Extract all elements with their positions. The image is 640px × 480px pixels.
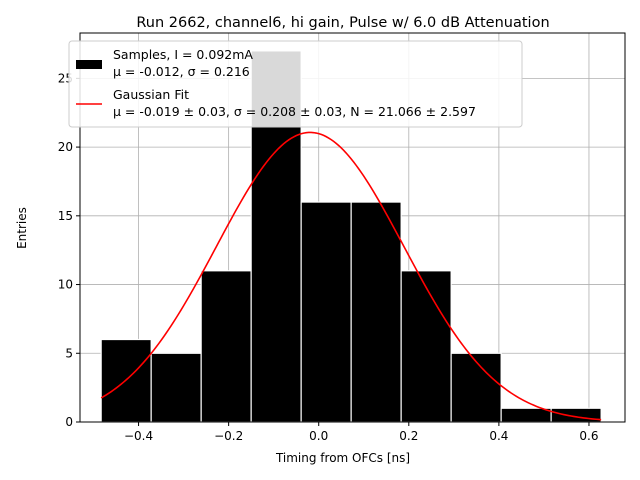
legend-box	[68, 40, 523, 128]
x-tick-label: 0.4	[489, 429, 508, 443]
histogram-bar	[450, 352, 502, 423]
histogram-bar	[500, 407, 552, 423]
y-tick-label: 0	[65, 415, 73, 429]
histogram-bar	[550, 407, 602, 423]
legend-samples-line1: Samples, I = 0.092mA	[113, 47, 253, 62]
y-tick-label: 15	[58, 209, 73, 223]
y-tick-label: 10	[58, 278, 73, 292]
histogram-bar	[150, 352, 202, 423]
legend-samples-line2: μ = -0.012, σ = 0.216	[113, 64, 250, 79]
plot-frame	[79, 32, 626, 423]
legend-fit-line1: Gaussian Fit	[113, 87, 189, 102]
x-tick-label: −0.4	[124, 429, 153, 443]
x-axis-label: Timing from OFCs [ns]	[275, 451, 410, 465]
legend-samples-swatch	[76, 60, 102, 69]
y-axis-label: Entries	[15, 207, 29, 249]
legend-fit-line2: μ = -0.019 ± 0.03, σ = 0.208 ± 0.03, N =…	[113, 104, 476, 119]
histogram-bar	[350, 201, 402, 423]
x-axis-ticks: −0.4 −0.2 0.0 0.2 0.4 0.6	[124, 422, 599, 443]
histogram-bar	[200, 270, 252, 423]
histogram-bar	[300, 201, 352, 423]
gaussian-fit-curve	[100, 131, 602, 421]
x-tick-label: −0.2	[214, 429, 243, 443]
y-tick-label: 5	[65, 346, 73, 360]
x-tick-label: 0.2	[399, 429, 418, 443]
x-tick-label: 0.6	[579, 429, 598, 443]
histogram-bar	[400, 270, 452, 423]
chart-title: Run 2662, channel6, hi gain, Pulse w/ 6.…	[136, 15, 549, 31]
legend: Samples, I = 0.092mA μ = -0.012, σ = 0.2…	[68, 40, 523, 128]
y-tick-label: 20	[58, 140, 73, 154]
x-tick-label: 0.0	[309, 429, 328, 443]
